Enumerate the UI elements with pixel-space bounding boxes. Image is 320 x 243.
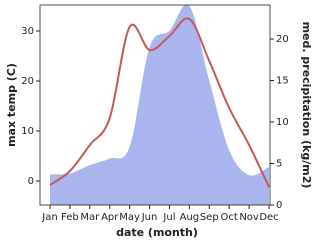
precipitation-area — [50, 4, 269, 206]
x-tick-label: Jun — [141, 212, 158, 223]
y2-tick-label: 20 — [276, 34, 289, 45]
x-tick-label: Mar — [80, 212, 100, 223]
y2-tick-label: 0 — [276, 200, 282, 211]
x-tick-label: Jan — [41, 212, 57, 223]
x-tick-label: Sep — [200, 212, 219, 223]
x-tick-label: Oct — [221, 212, 238, 223]
temperature-line — [49, 17, 270, 188]
y2-tick-label: 5 — [276, 159, 282, 170]
y-tick-label: 20 — [21, 76, 34, 87]
x-tick-label: Dec — [259, 212, 278, 223]
y-tick-label: 10 — [21, 126, 34, 137]
plot-frame — [39, 4, 271, 206]
x-tick-label: Feb — [61, 212, 79, 223]
x-tick-label: May — [119, 212, 140, 223]
y-axis-label: max temp (C) — [5, 63, 18, 147]
x-tick-label: Nov — [239, 212, 259, 223]
x-tick-label: Aug — [180, 212, 200, 223]
y-tick-label: 30 — [21, 26, 34, 37]
x-axis-label: date (month) — [116, 226, 198, 239]
x-tick-label: Apr — [101, 212, 119, 223]
y2-tick-label: 10 — [276, 117, 289, 128]
y2-tick-label: 15 — [276, 76, 289, 87]
x-tick-label: Jul — [162, 212, 175, 223]
y-tick-label: 0 — [28, 176, 34, 187]
y2-axis-label: med. precipitation (kg/m2) — [300, 22, 313, 189]
